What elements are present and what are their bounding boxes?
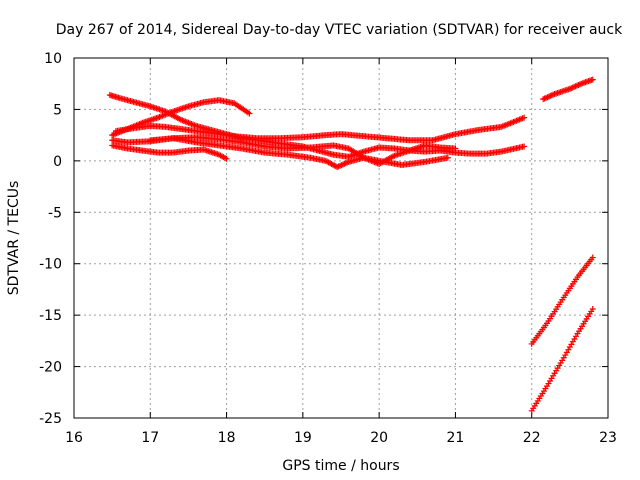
x-tick-label: 22 — [523, 430, 541, 446]
series-track-3 — [109, 142, 230, 162]
grid — [74, 58, 608, 418]
series-track-6 — [109, 135, 451, 171]
y-tick-label: 10 — [44, 51, 62, 67]
axis-ticks: 16 17 18 19 20 21 22 23 10 5 0 -5 -10 -15 -20 -25 — [39, 51, 617, 446]
y-tick-label: -10 — [39, 257, 62, 273]
y-tick-label: -15 — [39, 308, 62, 324]
series-track-8 — [528, 254, 596, 347]
data-point — [521, 114, 528, 121]
x-tick-label: 18 — [218, 430, 236, 446]
data-point — [452, 145, 459, 152]
data-points — [106, 76, 596, 414]
x-tick-label: 16 — [65, 430, 83, 446]
x-tick-label: 17 — [141, 430, 159, 446]
x-tick-label: 19 — [294, 430, 312, 446]
data-point — [223, 155, 230, 162]
data-point — [246, 110, 253, 117]
data-point — [521, 143, 528, 150]
y-tick-label: -25 — [39, 411, 62, 427]
x-tick-label: 20 — [370, 430, 388, 446]
y-tick-label: -20 — [39, 360, 62, 376]
x-axis-label: GPS time / hours — [282, 458, 399, 474]
data-point — [444, 154, 451, 161]
y-tick-label: -5 — [48, 205, 62, 221]
x-tick-label: 21 — [447, 430, 465, 446]
data-point — [589, 305, 596, 312]
plot-frame — [73, 57, 609, 419]
y-tick-label: 0 — [53, 154, 62, 170]
series-track-4 — [112, 114, 528, 144]
y-tick-label: 5 — [53, 102, 62, 118]
series-track-7 — [540, 76, 596, 103]
chart-title: Day 267 of 2014, Sidereal Day-to-day VTE… — [56, 22, 623, 38]
data-point — [589, 76, 596, 83]
y-axis-label: SDTVAR / TECUs — [6, 181, 22, 296]
data-point — [589, 254, 596, 261]
series-track-9 — [528, 305, 596, 414]
x-tick-label: 23 — [599, 430, 617, 446]
